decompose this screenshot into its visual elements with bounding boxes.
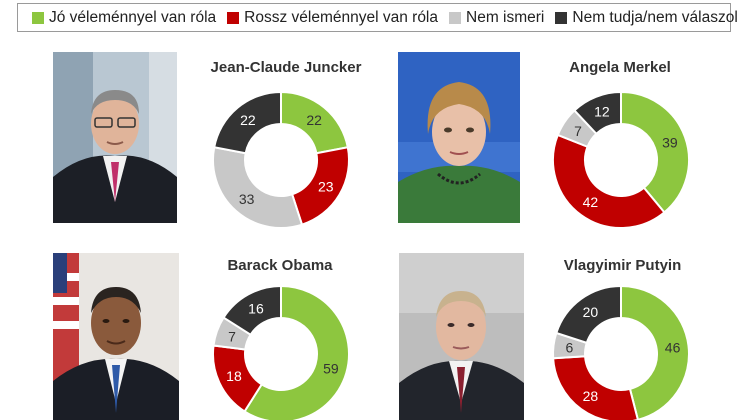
- donut-segment-no-answer: [573, 90, 622, 136]
- donut-segment-favorable: [620, 90, 690, 214]
- portrait-obama: [53, 253, 179, 420]
- donut-data-label-unfavorable: 42: [583, 194, 599, 210]
- donut-data-label-unfavorable: 23: [318, 178, 334, 194]
- donut-data-label-no-answer: 20: [583, 304, 599, 320]
- legend-label-favorable: Jó véleménnyel van róla: [49, 8, 217, 26]
- donut-data-label-favorable: 46: [665, 339, 681, 355]
- portrait-juncker: [53, 52, 177, 223]
- donut-data-label-no-answer: 12: [594, 104, 610, 120]
- chart-title-obama: Barack Obama: [227, 257, 333, 274]
- chart-title-juncker: Jean-Claude Juncker: [210, 59, 362, 76]
- donut-data-label-no-answer: 16: [248, 300, 264, 316]
- legend-swatch-favorable: [32, 11, 44, 24]
- donut-data-label-favorable: 39: [662, 134, 678, 150]
- donut-data-label-unknown: 6: [566, 339, 574, 355]
- legend-label-unknown: Nem ismeri: [466, 8, 545, 26]
- donut-data-label-unknown: 7: [574, 123, 582, 139]
- donut-segment-no-answer: [555, 284, 622, 345]
- legend-item-no-answer: Nem tudja/nem válaszol: [555, 8, 738, 27]
- donut-segment-favorable: [620, 284, 690, 420]
- portrait-merkel: [398, 52, 520, 223]
- chart-title-putin: Vlagyimir Putyin: [563, 257, 682, 274]
- donut-segment-no-answer: [213, 90, 282, 155]
- legend-swatch-unfavorable: [227, 11, 240, 24]
- chart-title-merkel: Angela Merkel: [569, 59, 671, 76]
- donut-segment-no-answer: [222, 284, 282, 337]
- portrait-putin: [399, 253, 524, 420]
- legend-label-no-answer: Nem tudja/nem válaszol: [572, 8, 738, 26]
- legend-item-unknown: Nem ismeri: [449, 9, 544, 27]
- legend-swatch-unknown: [449, 11, 461, 24]
- legend-item-unfavorable: Rossz véleménnyel van róla: [227, 9, 438, 27]
- donut-data-label-favorable: 59: [323, 361, 339, 377]
- donut-data-label-unfavorable: 28: [583, 388, 599, 404]
- donut-data-label-favorable: 22: [306, 112, 322, 128]
- legend-swatch-no-answer: [555, 11, 568, 24]
- donut-data-label-unfavorable: 18: [226, 368, 242, 384]
- donut-data-label-no-answer: 22: [240, 112, 256, 128]
- donut-segment-unfavorable: [552, 133, 666, 229]
- donut-data-label-unknown: 7: [228, 328, 236, 344]
- donut-data-label-unknown: 33: [239, 191, 255, 207]
- chart-legend: Jó véleménnyel van róla Rossz véleménnye…: [17, 3, 738, 32]
- donut-segment-unknown: [212, 146, 304, 229]
- legend-label-unfavorable: Rossz véleménnyel van róla: [244, 8, 438, 26]
- legend-item-favorable: Jó véleménnyel van róla: [32, 9, 216, 27]
